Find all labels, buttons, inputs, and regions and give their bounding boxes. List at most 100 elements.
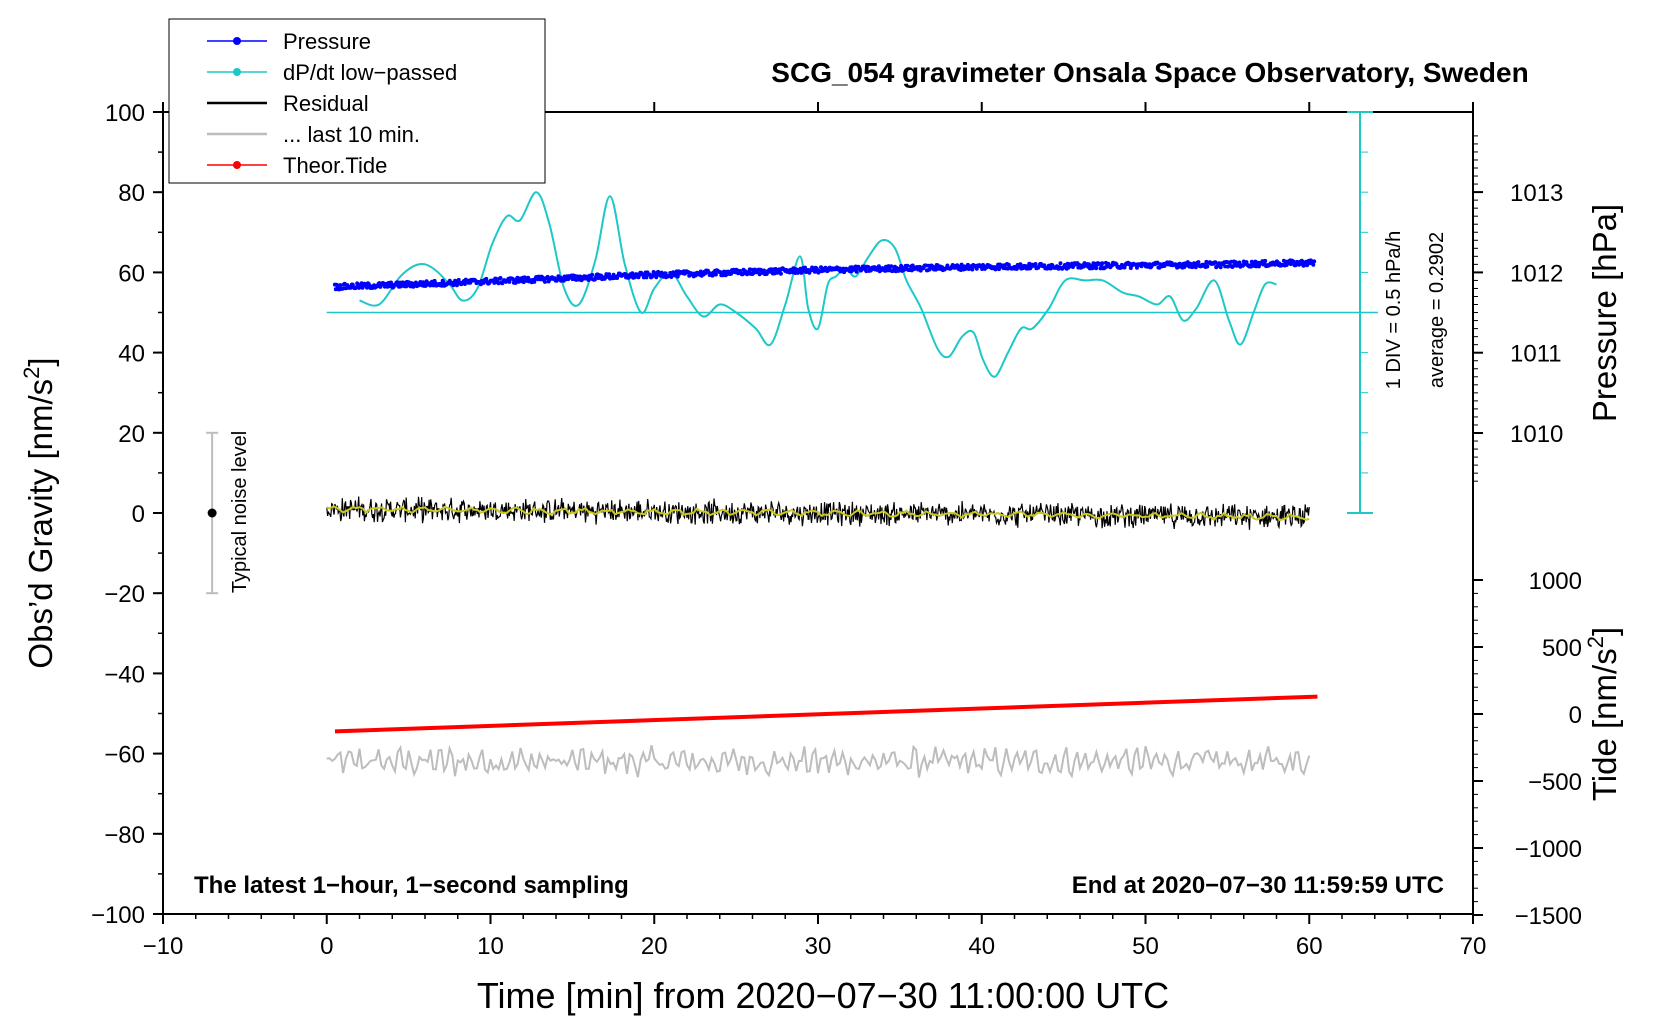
x-tick-label: 60 [1296, 933, 1323, 960]
pressure-point [1033, 262, 1038, 266]
residual-smoothed-line [326, 505, 1310, 522]
pressure-point [778, 271, 783, 276]
pressure-point [338, 283, 343, 288]
pressure-point [1263, 258, 1268, 263]
last-10-min-line [326, 744, 1311, 779]
pressure-point [1188, 261, 1193, 266]
pressure-point [889, 264, 894, 269]
legend-label: dP/dt low−passed [283, 60, 457, 85]
noise-bar-center [207, 508, 217, 518]
y-tick-label: 20 [118, 421, 145, 448]
x-tick-label: −10 [143, 933, 184, 960]
bottom-left-note: The latest 1−hour, 1−second sampling [194, 872, 629, 899]
y-tick-label: −80 [104, 822, 145, 849]
tide-tick-labels: 1000 500 0 −500 −1000 −1500 [1515, 568, 1582, 930]
tide-tick-label: 1000 [1529, 568, 1582, 595]
pressure-point [1058, 261, 1063, 266]
chart-title: SCG_054 gravimeter Onsala Space Observat… [771, 57, 1528, 88]
tide-line [334, 694, 1318, 734]
pressure-point [590, 272, 595, 277]
bottom-right-note: End at 2020−07−30 11:59:59 UTC [1072, 872, 1444, 899]
pressure-point [965, 262, 970, 267]
pressure-point [1312, 259, 1317, 264]
pressure-points [332, 258, 1317, 292]
pressure-point [762, 268, 766, 273]
pressure-point [498, 276, 503, 280]
legend-marker [233, 37, 241, 45]
pressure-point [910, 263, 915, 268]
dpdt-scale-bar [1347, 111, 1373, 514]
y-tick-label: −60 [104, 742, 145, 769]
pressure-point [803, 265, 807, 270]
pressure-point [484, 276, 489, 281]
legend-label: Residual [283, 91, 369, 116]
pressure-point [1193, 265, 1198, 270]
pressure-point [1196, 260, 1201, 265]
pressure-point [1018, 262, 1023, 267]
typical-noise-bar [206, 431, 219, 595]
legend-marker [233, 68, 241, 76]
pressure-point [492, 280, 497, 285]
legend-label: Theor.Tide [283, 153, 387, 178]
pressure-point [1205, 264, 1210, 269]
pressure-point [675, 274, 680, 279]
x-tick-label: 20 [641, 933, 668, 960]
tide-tick-label: −1500 [1515, 903, 1582, 930]
pressure-point [800, 269, 805, 274]
legend-marker [233, 161, 241, 169]
y-tick-label: 80 [118, 180, 145, 207]
residual-line [326, 496, 1310, 530]
pressure-point [794, 267, 799, 272]
pressure-point [970, 267, 975, 272]
y-tick-label: −40 [104, 661, 145, 688]
x-tick-label: 70 [1460, 933, 1487, 960]
y-tick-label: 100 [105, 100, 145, 127]
pressure-point [1218, 265, 1223, 270]
x-tick-label: 40 [968, 933, 995, 960]
tide-tick-label: −1000 [1515, 836, 1582, 863]
pressure-point [1100, 261, 1105, 266]
pressure-point [456, 277, 461, 282]
pressure-point [411, 284, 416, 289]
pressure-point [413, 280, 418, 285]
x-tick-label: 30 [805, 933, 832, 960]
pressure-tick-label: 1012 [1510, 260, 1563, 287]
y-axis-label-tide: Tide [nm/s2] [1583, 627, 1623, 801]
pressure-tick-label: 1013 [1510, 180, 1563, 207]
noise-annotation: Typical noise level [229, 431, 251, 593]
dpdt-line [359, 191, 1277, 378]
legend-label: Pressure [283, 29, 371, 54]
pressure-point [543, 279, 547, 284]
x-tick-label: 0 [320, 933, 333, 960]
pressure-point [713, 272, 718, 277]
average-annotation: average = 0.2902 [1426, 232, 1448, 388]
pressure-point [454, 283, 459, 288]
y-axis-label-pressure: Pressure [hPa] [1586, 204, 1623, 422]
y-tick-label: 0 [132, 501, 145, 528]
y-tick-label: 60 [118, 260, 145, 287]
axis-ticks [153, 102, 1483, 924]
x-tick-label: 50 [1132, 933, 1159, 960]
legend: Pressure dP/dt low−passed Residual ... last… [168, 18, 546, 184]
y-axis-label-left: Obs’d Gravity [nm/s2] [19, 357, 59, 668]
pressure-tick-label: 1011 [1510, 341, 1562, 368]
x-axis-label: Time [min] from 2020−07−30 11:00:00 UTC [477, 975, 1169, 1016]
pressure-point [1213, 260, 1218, 265]
x-tick-labels: −10 0 10 20 30 40 50 60 70 [143, 933, 1487, 960]
pressure-point [854, 269, 859, 274]
pressure-point [1094, 266, 1099, 271]
tide-tick-label: −500 [1528, 769, 1582, 796]
pressure-point [1289, 262, 1293, 267]
pressure-tick-label: 1010 [1510, 421, 1563, 448]
y-tick-labels: −100 −80 −60 −40 −20 0 20 40 60 80 100 [91, 100, 145, 929]
legend-box [168, 18, 546, 184]
y-tick-label: −100 [91, 902, 145, 929]
y-tick-label: 40 [118, 341, 145, 368]
y-tick-label: −20 [104, 581, 145, 608]
pressure-point [905, 263, 910, 268]
tide-tick-label: 500 [1542, 635, 1582, 662]
legend-label: ... last 10 min. [283, 122, 420, 147]
pressure-point [1311, 262, 1316, 267]
div-annotation: 1 DIV = 0.5 hPa/h [1383, 231, 1405, 389]
